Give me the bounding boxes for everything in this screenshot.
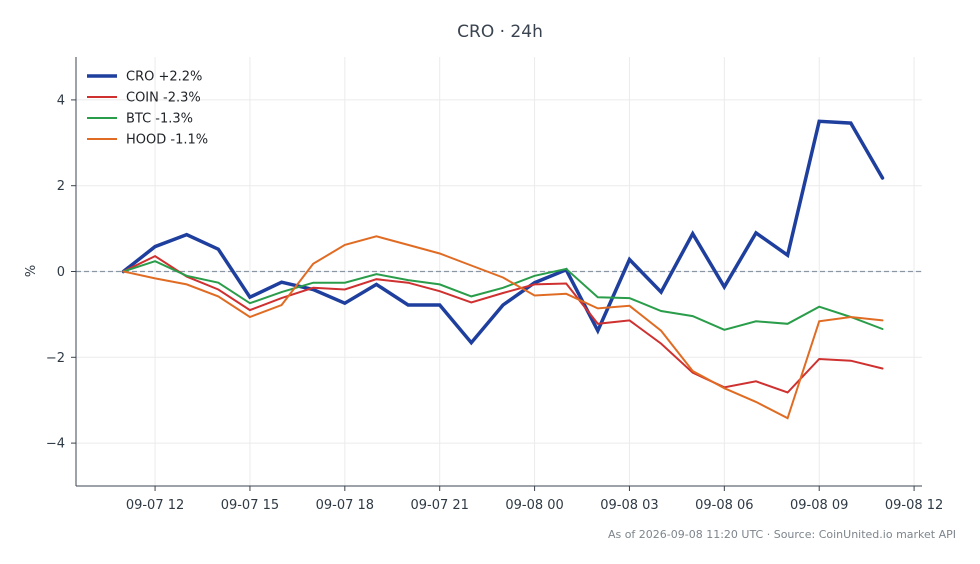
grid xyxy=(76,57,922,486)
series-line-coin xyxy=(122,254,884,394)
series-group xyxy=(121,119,885,420)
legend: CRO +2.2% COIN -2.3% BTC -1.3% HOOD -1.1% xyxy=(87,70,208,148)
y-axis-label: % xyxy=(24,265,39,277)
x-tick-label: 09-08 06 xyxy=(695,498,753,513)
x-tick-label: 09-07 18 xyxy=(316,498,374,513)
y-tick-label: −2 xyxy=(46,351,65,366)
x-tick-label: 09-08 09 xyxy=(790,498,848,513)
series-line-cro xyxy=(121,119,885,346)
x-tick-label: 09-08 00 xyxy=(505,498,563,513)
chart-title: CRO · 24h xyxy=(457,22,543,42)
x-tick-label: 09-08 12 xyxy=(885,498,943,513)
source-note: As of 2026-09-08 11:20 UTC · Source: Coi… xyxy=(608,528,956,541)
axes xyxy=(71,57,922,491)
legend-label: CRO +2.2% xyxy=(126,70,202,85)
x-tick-label: 09-07 21 xyxy=(410,498,468,513)
series-line-hood xyxy=(122,235,884,420)
series-line-btc xyxy=(122,260,884,331)
legend-label: BTC -1.3% xyxy=(126,112,193,127)
y-tick-label: 2 xyxy=(57,179,65,194)
x-tick-label: 09-08 03 xyxy=(600,498,658,513)
y-tick-label: −4 xyxy=(46,437,65,452)
legend-label: COIN -2.3% xyxy=(126,91,201,106)
legend-label: HOOD -1.1% xyxy=(126,133,208,148)
y-tick-labels: −4 −2 0 2 4 xyxy=(46,93,65,451)
y-tick-label: 4 xyxy=(57,93,65,108)
x-tick-labels: 09-07 12 09-07 15 09-07 18 09-07 21 09-08 00… xyxy=(126,498,943,513)
y-tick-label: 0 xyxy=(57,265,65,280)
x-tick-label: 09-07 12 xyxy=(126,498,184,513)
x-tick-label: 09-07 15 xyxy=(221,498,279,513)
